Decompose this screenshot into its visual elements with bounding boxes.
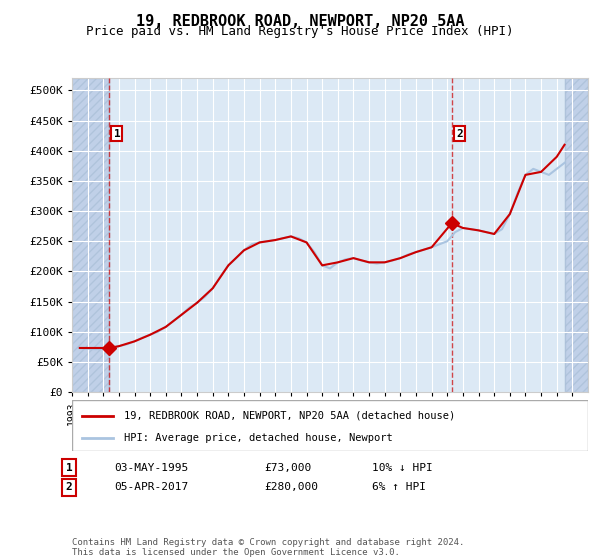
Text: 1: 1 — [65, 463, 73, 473]
Text: HPI: Average price, detached house, Newport: HPI: Average price, detached house, Newp… — [124, 433, 392, 443]
FancyBboxPatch shape — [72, 400, 588, 451]
Bar — [72, 78, 109, 392]
Text: 05-APR-2017: 05-APR-2017 — [114, 482, 188, 492]
Text: 2: 2 — [456, 129, 463, 139]
Text: £73,000: £73,000 — [264, 463, 311, 473]
Text: 19, REDBROOK ROAD, NEWPORT, NP20 5AA: 19, REDBROOK ROAD, NEWPORT, NP20 5AA — [136, 14, 464, 29]
Text: Price paid vs. HM Land Registry's House Price Index (HPI): Price paid vs. HM Land Registry's House … — [86, 25, 514, 38]
Text: 2: 2 — [65, 482, 73, 492]
Bar — [72, 78, 109, 392]
Text: 19, REDBROOK ROAD, NEWPORT, NP20 5AA (detached house): 19, REDBROOK ROAD, NEWPORT, NP20 5AA (de… — [124, 410, 455, 421]
Text: Contains HM Land Registry data © Crown copyright and database right 2024.
This d: Contains HM Land Registry data © Crown c… — [72, 538, 464, 557]
Bar — [565, 78, 588, 392]
Text: 1: 1 — [113, 129, 120, 139]
Text: 6% ↑ HPI: 6% ↑ HPI — [372, 482, 426, 492]
Text: 10% ↓ HPI: 10% ↓ HPI — [372, 463, 433, 473]
Bar — [565, 78, 588, 392]
Text: £280,000: £280,000 — [264, 482, 318, 492]
Text: 03-MAY-1995: 03-MAY-1995 — [114, 463, 188, 473]
